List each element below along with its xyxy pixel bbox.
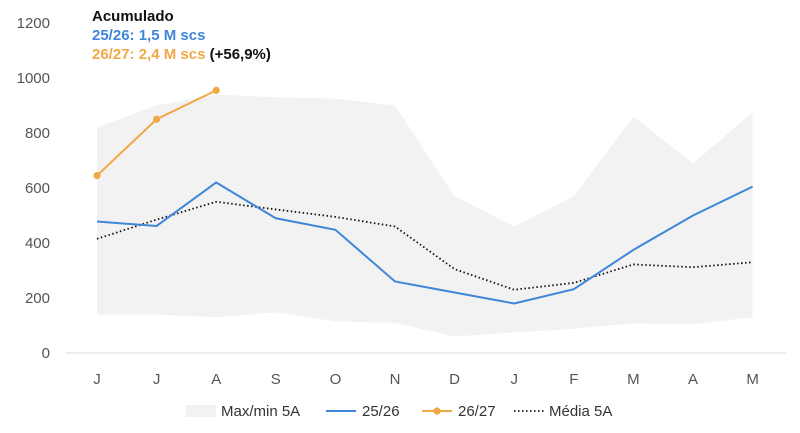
annotation-2526: 25/26: 1,5 M scs: [92, 27, 206, 44]
y-tick-label: 400: [25, 235, 50, 252]
annotation-title: Acumulado: [92, 8, 174, 25]
y-tick-label: 1000: [17, 70, 50, 87]
x-tick-label: S: [271, 371, 281, 388]
y-tick-label: 1200: [17, 15, 50, 32]
series-point-2627: [93, 172, 101, 180]
x-tick-label: F: [569, 371, 578, 388]
legend-label-2526: 25/26: [362, 403, 400, 420]
series-point-2627: [153, 115, 161, 123]
series-point-2627: [212, 86, 220, 94]
y-tick-label: 200: [25, 290, 50, 307]
x-tick-label: A: [688, 371, 698, 388]
series-line-2526: [96, 181, 754, 305]
x-tick-label: J: [510, 371, 518, 388]
x-tick-label: A: [211, 371, 221, 388]
x-tick-label: J: [153, 371, 161, 388]
legend-swatch-band: [186, 405, 216, 417]
annotation-2627-pct: (+56,9%): [209, 46, 271, 63]
x-tick-label: M: [627, 371, 640, 388]
x-tick-label: M: [746, 371, 759, 388]
band-area-max-min: [97, 94, 753, 337]
x-tick-label: N: [390, 371, 401, 388]
legend-label-band: Max/min 5A: [221, 403, 300, 420]
annotation-2627: 26/27: 2,4 M scs (+56,9%): [92, 46, 271, 64]
legend-label-media-5a: Média 5A: [549, 403, 612, 420]
legend-label-2627: 26/27: [458, 403, 496, 420]
y-tick-label: 0: [42, 345, 50, 362]
x-tick-label: J: [93, 371, 101, 388]
x-tick-label: O: [330, 371, 342, 388]
annotation-2627-text: 26/27: 2,4 M scs: [92, 46, 206, 63]
x-tick-label: D: [449, 371, 460, 388]
legend-marker-2627: [433, 407, 441, 415]
y-tick-label: 600: [25, 180, 50, 197]
y-tick-label: 800: [25, 125, 50, 142]
